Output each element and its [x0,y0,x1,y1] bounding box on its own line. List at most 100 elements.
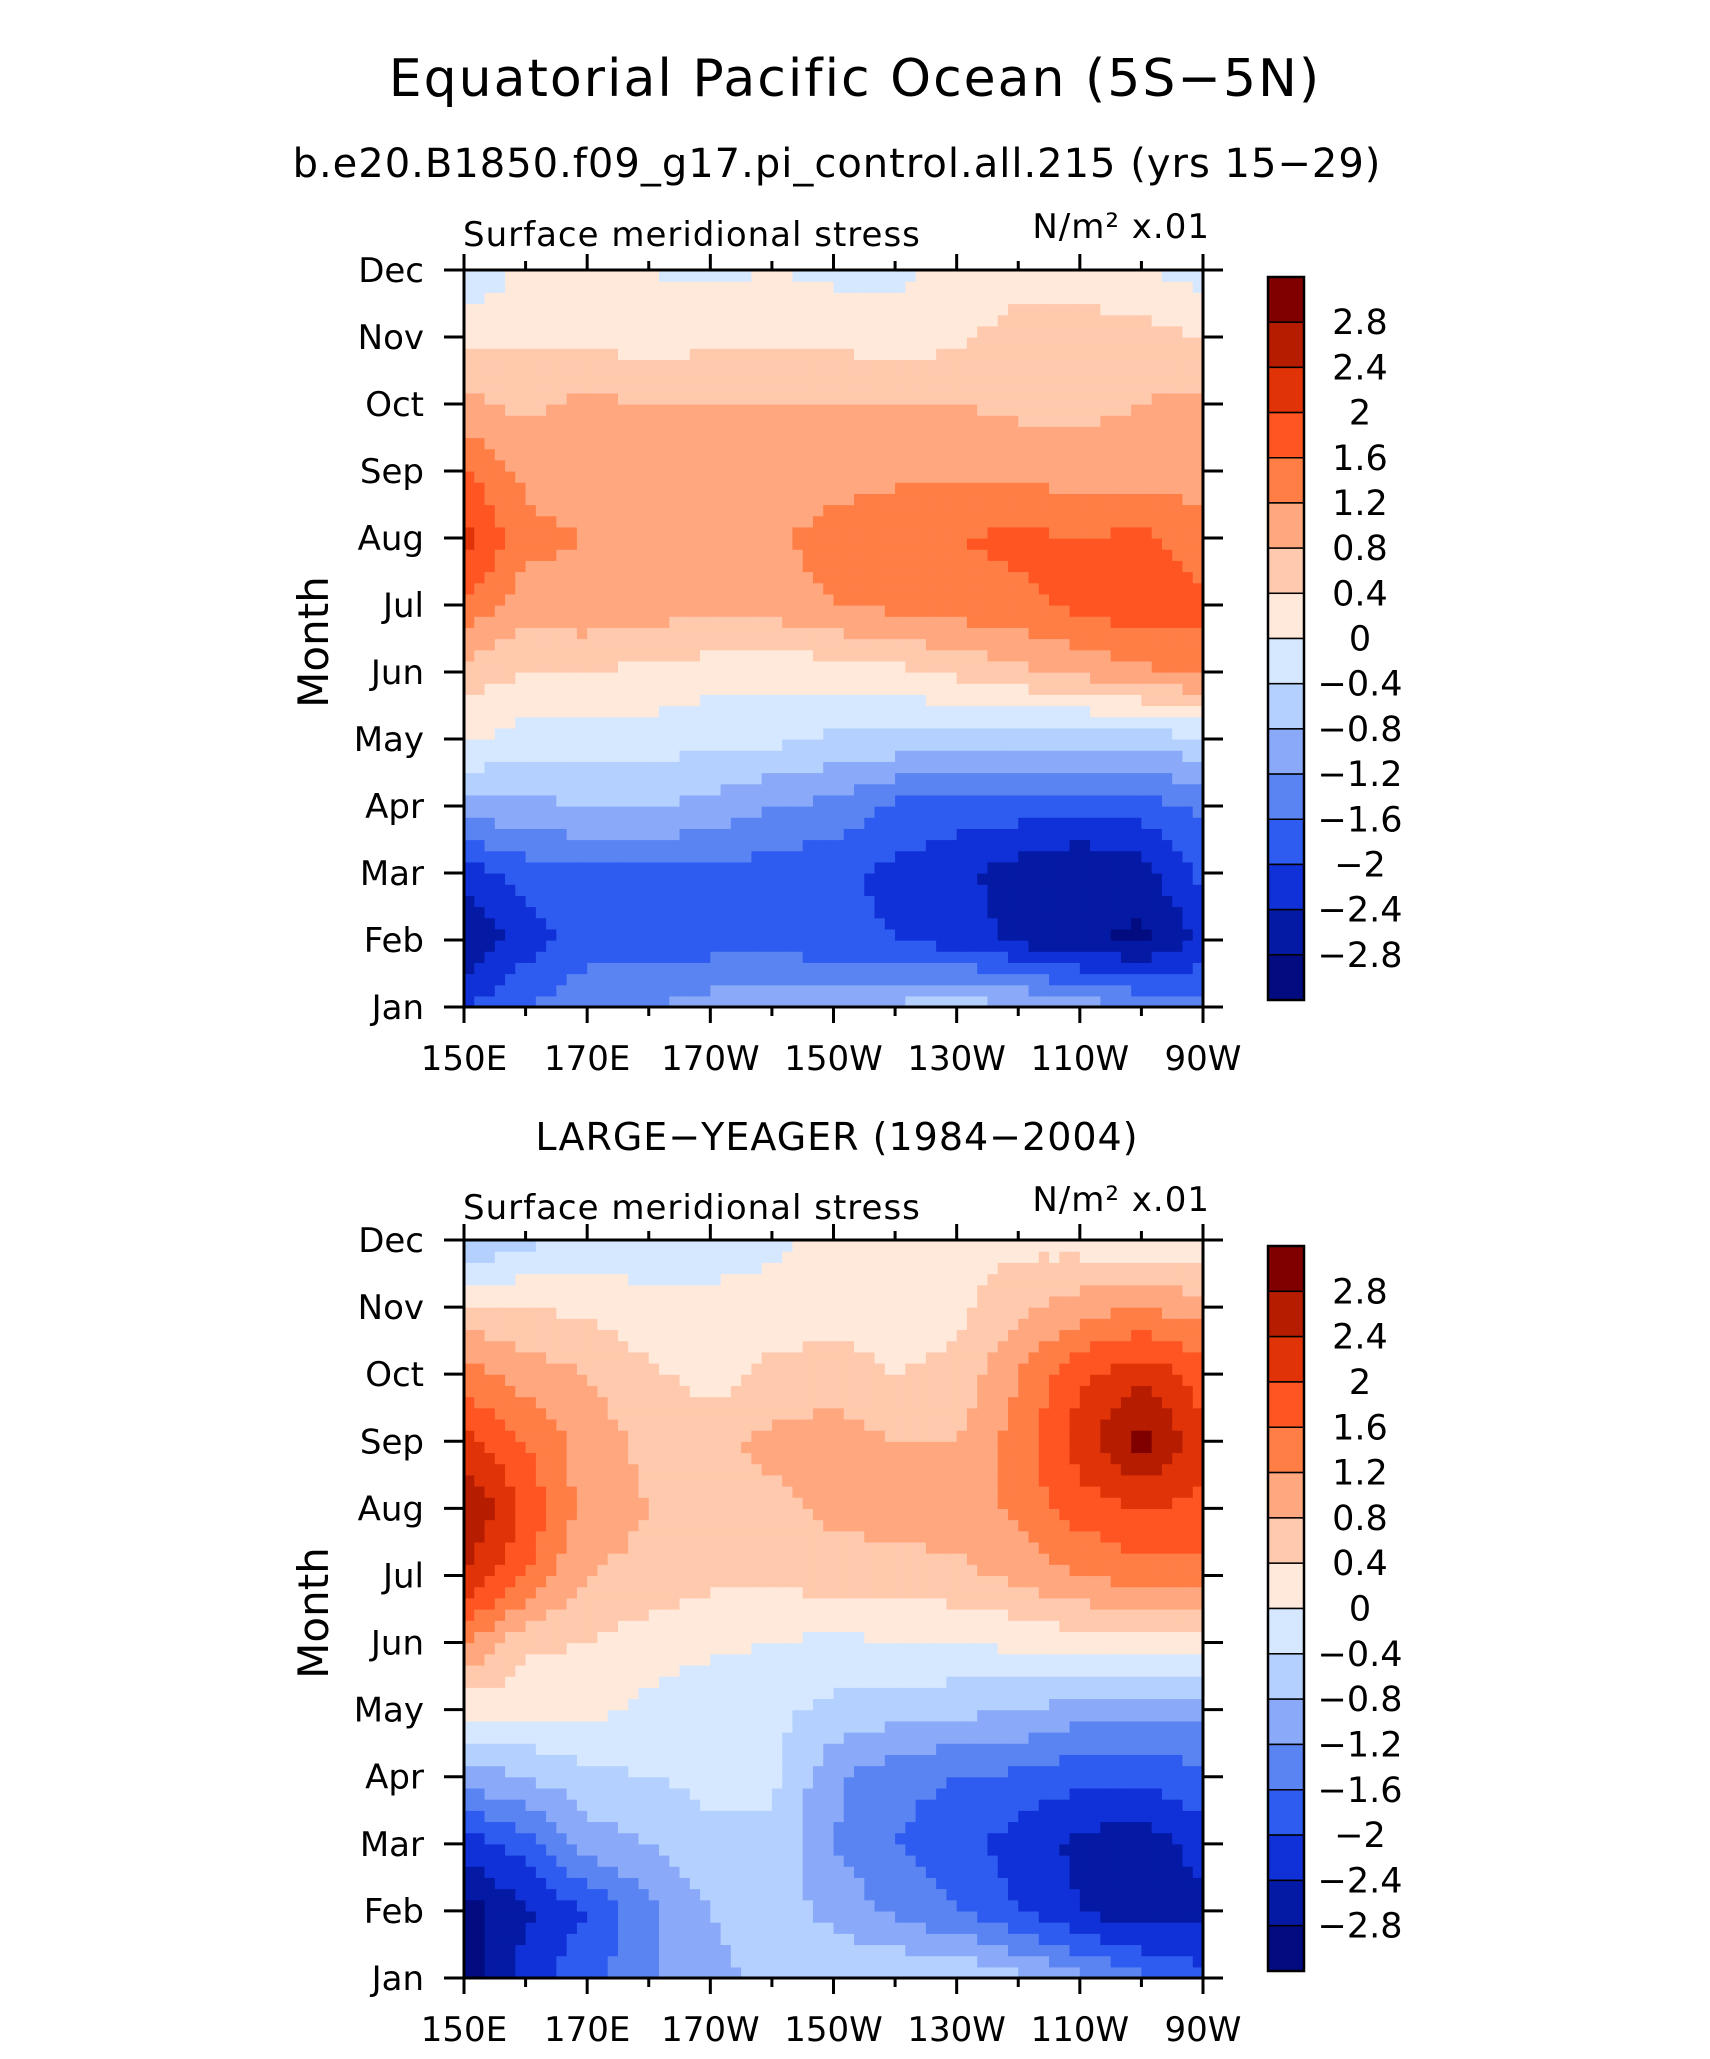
contour-cell [1059,705,1071,718]
contour-cell [1059,861,1071,874]
contour-cell [977,828,989,841]
contour-cell [505,504,516,517]
contour-cell [771,716,783,729]
contour-cell [720,794,732,807]
contour-cell [884,794,896,807]
contour-cell [936,817,947,829]
contour-cell [515,817,527,829]
contour-cell [546,1966,557,1979]
contour-cell [546,817,557,829]
contour-cell [1120,984,1132,997]
contour-cell [977,281,989,293]
contour-cell [1120,861,1132,874]
contour-cell [494,906,506,919]
contour-cell [997,638,1009,651]
contour-cell [977,649,989,662]
contour-cell [1028,582,1040,595]
contour-cell [1182,861,1194,874]
contour-cell [474,415,486,427]
contour-cell [700,873,711,885]
contour-cell [659,281,670,293]
contour-cell [1038,705,1050,718]
contour-cell [700,337,711,349]
contour-cell [720,404,732,416]
contour-cell [1018,605,1030,617]
contour-cell [689,917,701,930]
contour-cell [1059,850,1071,863]
contour-cell [771,783,783,796]
contour-cell [1110,750,1122,762]
contour-cell [484,560,496,573]
y-tick-label: Nov [358,318,424,358]
contour-cell [864,995,876,1008]
contour-cell [464,404,475,416]
contour-cell [535,806,547,818]
contour-cell [464,672,475,684]
contour-cell [925,348,937,360]
contour-cell [905,627,917,640]
contour-cell [607,995,619,1008]
contour-cell [1059,437,1071,450]
contour-cell [1028,448,1040,461]
contour-cell [966,839,978,852]
contour-cell [915,471,927,483]
contour-cell [915,638,927,651]
contour-cell [977,861,989,874]
contour-cell [946,638,958,651]
contour-cell [474,873,486,885]
contour-cell [638,314,650,327]
contour-cell [546,750,557,762]
contour-cell [1120,504,1132,517]
contour-cell [597,627,609,640]
contour-cell [802,649,814,662]
contour-cell [782,292,794,305]
contour-cell [843,750,855,762]
contour-cell [843,381,855,394]
contour-cell [1131,794,1143,807]
contour-cell [956,817,968,829]
contour-cell [905,582,917,595]
contour-cell [505,1966,516,1979]
contour-cell [884,906,896,919]
contour-cell [556,526,568,539]
contour-cell [1100,426,1112,439]
contour-cell [956,605,968,617]
contour-cell [730,281,742,293]
contour-cell [1141,415,1153,427]
contour-cell [1182,739,1194,751]
contour-cell [710,995,722,1008]
contour-cell [1172,627,1184,640]
contour-cell [546,415,557,427]
contour-cell [977,794,989,807]
contour-cell [1059,1966,1071,1979]
contour-cell [956,392,968,405]
contour-cell [617,426,629,439]
contour-cell [689,627,701,640]
contour-cell [761,683,773,695]
contour-cell [1192,772,1204,785]
contour-cell [679,392,691,405]
contour-cell [720,672,732,684]
contour-cell [1059,459,1071,472]
contour-cell [505,448,516,461]
contour-cell [1120,783,1132,796]
contour-cell [679,783,691,796]
contour-cell [689,437,701,450]
contour-cell [782,605,794,617]
contour-cell [741,404,752,416]
contour-cell [1100,303,1112,316]
contour-cell [597,415,609,427]
contour-cell [587,359,599,372]
contour-cell [1069,806,1081,818]
contour-cell [494,325,506,338]
contour-cell [700,493,711,506]
contour-cell [792,605,804,617]
contour-cell [812,504,824,517]
contour-cell [546,772,557,785]
contour-cell [494,649,506,662]
contour-cell [669,660,681,673]
contour-cell [741,616,752,628]
contour-cell [659,694,670,707]
contour-cell [895,292,906,305]
contour-cell [720,861,732,874]
